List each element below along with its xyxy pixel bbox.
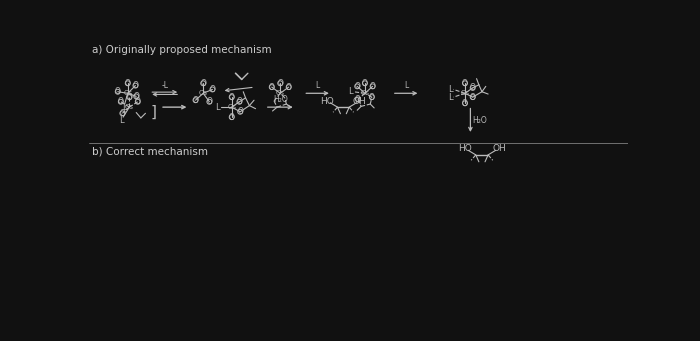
- Text: Os: Os: [125, 104, 134, 110]
- Text: Os: Os: [228, 104, 236, 110]
- Text: O: O: [354, 82, 360, 91]
- Text: O: O: [120, 109, 125, 118]
- Text: O: O: [470, 84, 475, 92]
- Text: L: L: [348, 87, 353, 96]
- Text: HO: HO: [458, 144, 472, 153]
- Text: O: O: [362, 79, 368, 88]
- Text: HO: HO: [321, 97, 334, 106]
- Text: Os: Os: [461, 90, 470, 96]
- Text: Os: Os: [360, 90, 370, 96]
- Text: Os: Os: [199, 90, 208, 96]
- Text: L: L: [448, 85, 453, 94]
- Text: L: L: [404, 81, 408, 90]
- Text: O: O: [462, 79, 468, 88]
- Text: O: O: [229, 113, 234, 122]
- Text: O: O: [200, 79, 206, 88]
- Text: OH: OH: [492, 144, 506, 153]
- Text: O: O: [286, 83, 292, 92]
- Text: O: O: [118, 97, 124, 106]
- Text: L: L: [316, 81, 320, 90]
- Text: L: L: [122, 103, 127, 112]
- Text: a) Originally proposed mechanism: a) Originally proposed mechanism: [92, 45, 272, 55]
- Text: H₂O: H₂O: [273, 95, 288, 104]
- Text: O: O: [237, 97, 242, 106]
- Text: L: L: [119, 116, 124, 125]
- Text: O: O: [269, 83, 274, 92]
- Text: O: O: [229, 93, 234, 102]
- Text: ]: ]: [151, 105, 157, 120]
- Text: Os: Os: [276, 90, 285, 96]
- Text: O: O: [370, 82, 375, 91]
- Text: O: O: [277, 79, 283, 88]
- Text: L: L: [215, 103, 219, 112]
- Text: L: L: [448, 93, 453, 102]
- Text: H₂O: H₂O: [473, 116, 487, 125]
- Text: b) Correct mechanism: b) Correct mechanism: [92, 146, 209, 157]
- Text: OH: OH: [353, 97, 366, 106]
- Text: O: O: [206, 97, 212, 106]
- Text: O: O: [115, 87, 120, 96]
- Text: O: O: [462, 99, 468, 108]
- Text: O: O: [135, 97, 141, 106]
- Text: O: O: [133, 92, 139, 101]
- Text: O: O: [209, 85, 216, 94]
- Text: O: O: [355, 95, 361, 104]
- Text: O: O: [127, 93, 132, 102]
- Text: O: O: [125, 79, 131, 88]
- Text: O: O: [193, 96, 198, 105]
- Text: O: O: [470, 93, 475, 102]
- Text: O: O: [237, 107, 243, 116]
- Text: O: O: [132, 81, 139, 90]
- Text: -L: -L: [161, 81, 168, 90]
- Text: Os: Os: [123, 90, 132, 96]
- Text: O: O: [369, 93, 375, 102]
